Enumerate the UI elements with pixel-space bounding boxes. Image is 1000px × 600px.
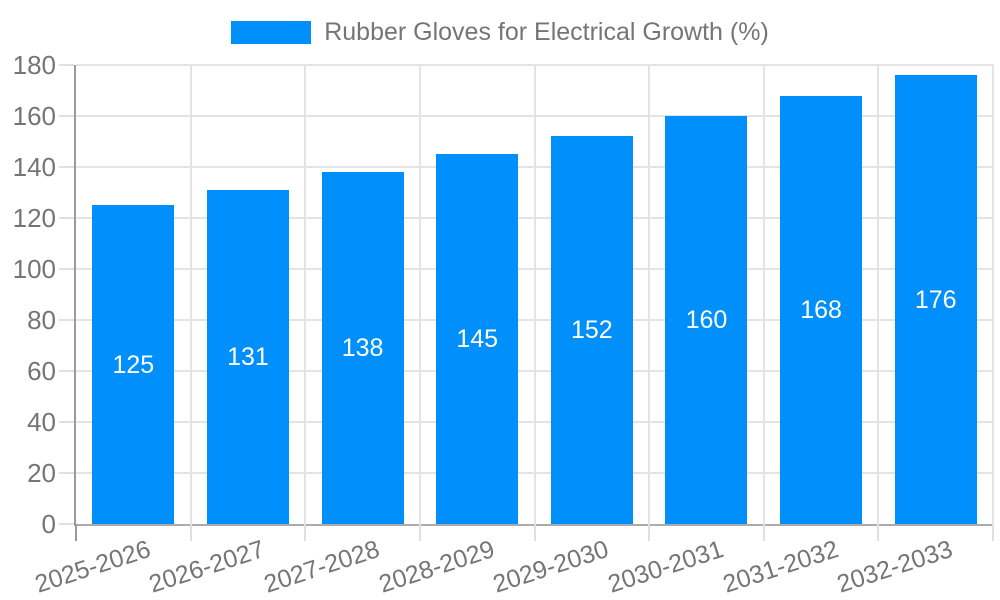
bar-2026-2027[interactable] [206,189,289,524]
y-axis-tick [59,370,74,372]
y-axis-tick [59,115,74,117]
bar-value-label: 138 [341,334,384,363]
legend-label: Rubber Gloves for Electrical Growth (%) [324,18,769,46]
x-axis-tick [648,524,651,541]
x-axis-label: 2026-2027 [145,535,269,599]
gridline-vertical [418,65,421,524]
y-axis-tick [59,421,74,423]
y-axis-label: 160 [12,101,56,131]
x-axis-tick [75,524,77,541]
bar-value-label: 145 [456,325,499,354]
bar-2025-2026[interactable] [92,205,175,524]
bar-2028-2029[interactable] [436,154,519,524]
y-axis-tick [59,268,74,270]
y-axis-tick [59,472,74,474]
x-axis-label: 2027-2028 [260,535,383,599]
y-axis-label: 0 [41,509,56,539]
gridline-vertical [189,65,192,524]
bar-value-label: 160 [685,306,728,334]
x-axis-tick [762,524,765,541]
y-axis-label: 80 [27,305,56,335]
x-axis-tick [533,524,536,541]
bar-value-label: 131 [227,342,269,371]
bar-value-label: 152 [570,316,613,345]
legend[interactable]: Rubber Gloves for Electrical Growth (%) [0,18,1000,47]
legend-swatch [231,21,312,44]
x-axis-tick [992,524,994,541]
y-axis-label: 100 [12,254,56,284]
y-axis-label: 180 [12,50,56,80]
bar-2027-2028[interactable] [321,172,404,524]
x-axis-label: 2028-2029 [375,535,498,599]
y-axis-label: 20 [27,458,56,488]
gridline-vertical [762,65,765,524]
bar-2030-2031[interactable] [665,116,748,524]
x-axis-tick [189,524,192,541]
bar-2031-2032[interactable] [780,95,863,524]
gridline-vertical [648,65,651,524]
x-axis-label: 2025-2026 [31,535,154,599]
gridline-vertical [304,65,307,524]
gridline-vertical [992,65,994,524]
bar-value-label: 168 [800,295,842,324]
y-axis-label: 120 [12,203,56,233]
plot-area: 125 131 138 145 152 160 168 176 [59,64,994,541]
y-axis-tick [59,523,74,525]
x-axis-label: 2029-2030 [489,535,613,599]
x-axis-label: 2032-2033 [833,535,957,599]
gridline-vertical [533,65,536,524]
y-axis-label: 60 [27,356,56,386]
y-axis-tick [59,166,74,168]
y-axis-tick [59,64,74,66]
bar-2029-2030[interactable] [550,136,633,524]
x-axis-label: 2031-2032 [719,535,842,599]
x-axis-tick [304,524,307,541]
bar-value-label: 176 [914,285,957,314]
x-axis-tick [877,524,880,541]
x-axis-label: 2030-2031 [604,535,727,599]
y-axis-label: 140 [12,152,56,182]
y-axis-label: 40 [27,407,56,437]
bar-2032-2033[interactable] [894,75,977,524]
x-axis-tick [418,524,421,541]
bar-value-label: 125 [112,350,155,379]
y-axis-tick [59,319,74,321]
gridline-vertical [877,65,880,524]
y-axis-tick [59,217,74,219]
